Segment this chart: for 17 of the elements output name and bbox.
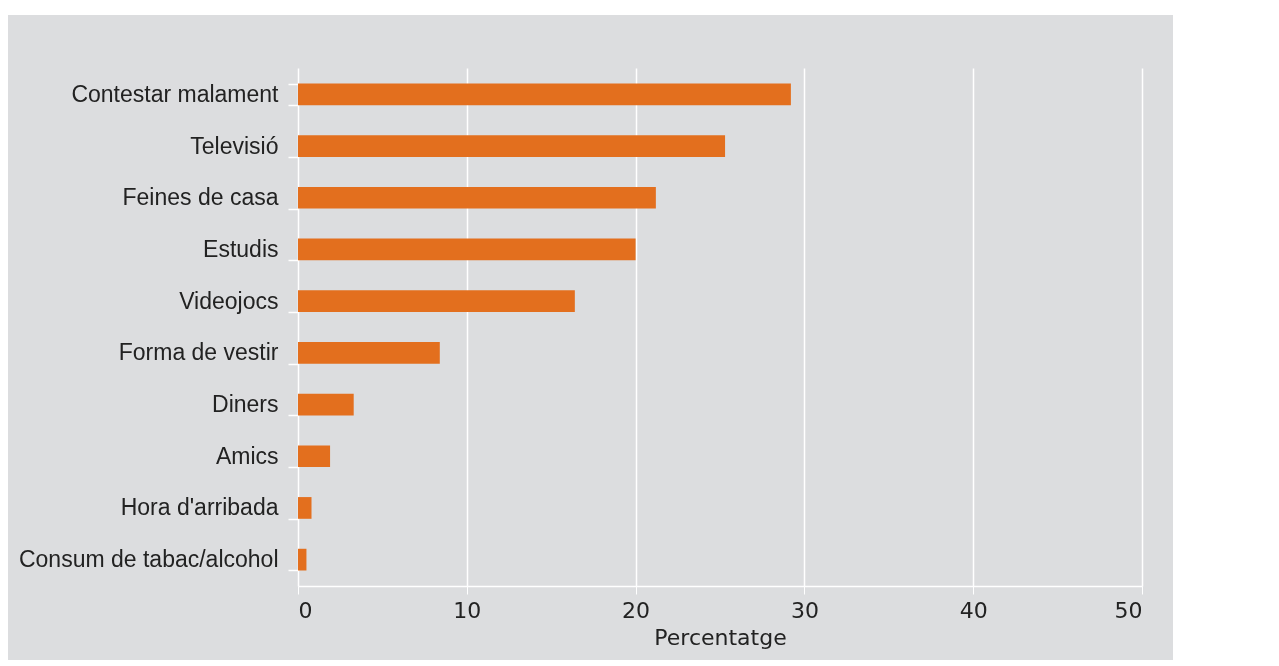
y-tick-label: Estudis bbox=[203, 235, 279, 262]
x-tick-label: 0 bbox=[298, 597, 313, 623]
y-tick-label: Diners bbox=[212, 391, 279, 418]
y-tick-label: Forma de vestir bbox=[118, 339, 279, 366]
x-tick-label: 20 bbox=[622, 597, 651, 623]
y-tick-label: Televisió bbox=[190, 132, 279, 159]
y-tick-label: Consum de tabac/alcohol bbox=[18, 546, 279, 573]
y-tick-label: Feines de casa bbox=[122, 184, 279, 211]
x-tick-label: 40 bbox=[959, 597, 988, 623]
x-tick-label: 10 bbox=[453, 597, 482, 623]
x-axis-title: Percentatge bbox=[654, 624, 787, 650]
y-tick-label: Hora d'arribada bbox=[120, 494, 279, 521]
y-tick-label: Videojocs bbox=[179, 287, 279, 314]
y-tick-label: Contestar malament bbox=[71, 80, 280, 107]
x-tick-label: 50 bbox=[1114, 597, 1143, 623]
y-tick-label: Amics bbox=[215, 442, 279, 469]
x-tick-label: 30 bbox=[790, 597, 819, 623]
